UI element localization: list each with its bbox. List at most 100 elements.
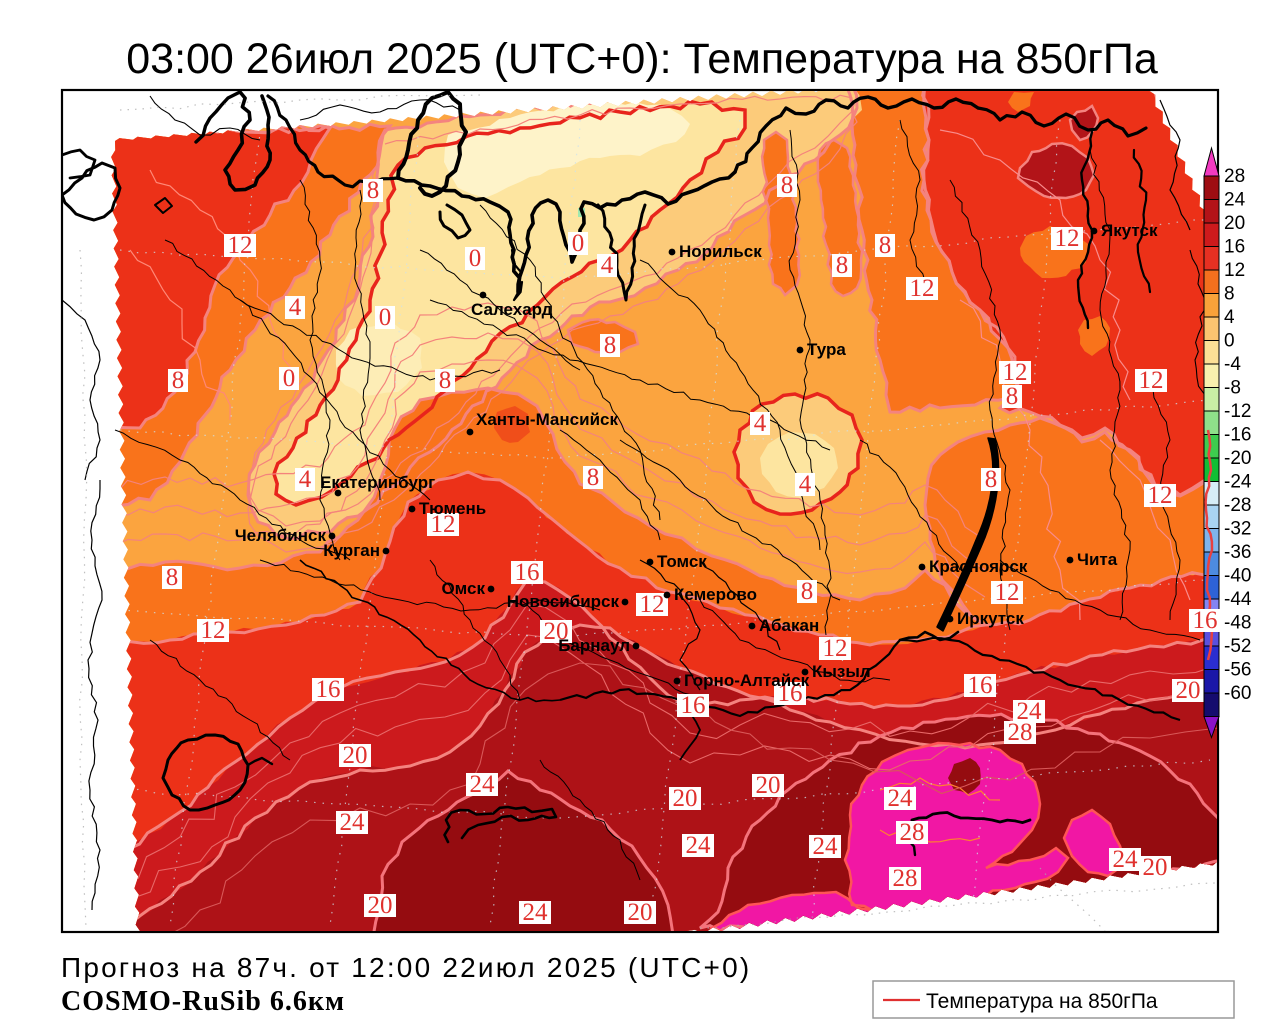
svg-text:8: 8 xyxy=(1224,284,1235,305)
svg-text:16: 16 xyxy=(778,680,803,707)
svg-text:16: 16 xyxy=(681,692,706,719)
svg-text:-20: -20 xyxy=(1224,448,1251,469)
svg-text:-36: -36 xyxy=(1224,542,1251,563)
svg-text:8: 8 xyxy=(439,367,452,394)
svg-text:8: 8 xyxy=(879,232,892,259)
svg-text:Курган: Курган xyxy=(323,541,380,560)
svg-text:Горно-Алтайск: Горно-Алтайск xyxy=(684,671,810,690)
svg-text:-52: -52 xyxy=(1224,636,1251,657)
svg-text:4: 4 xyxy=(754,410,767,437)
svg-text:12: 12 xyxy=(1148,482,1173,509)
svg-text:-16: -16 xyxy=(1224,425,1251,446)
svg-text:0: 0 xyxy=(1224,331,1235,352)
svg-text:24: 24 xyxy=(888,785,914,812)
svg-text:24: 24 xyxy=(1113,846,1139,873)
svg-text:16: 16 xyxy=(515,559,540,586)
svg-text:Кемерово: Кемерово xyxy=(674,585,757,604)
svg-text:-40: -40 xyxy=(1224,566,1251,587)
svg-text:Прогноз на 87ч. от 12:00 22июл: Прогноз на 87ч. от 12:00 22июл 2025 (UTC… xyxy=(61,952,751,983)
svg-text:03:00 26июл 2025 (UTC+0): Темп: 03:00 26июл 2025 (UTC+0): Температура на… xyxy=(126,35,1158,83)
svg-text:24: 24 xyxy=(813,833,839,860)
svg-text:4: 4 xyxy=(799,471,812,498)
svg-text:20: 20 xyxy=(673,785,698,812)
svg-text:Томск: Томск xyxy=(657,552,707,571)
svg-text:-56: -56 xyxy=(1224,660,1251,681)
svg-text:8: 8 xyxy=(587,464,600,491)
svg-text:8: 8 xyxy=(166,564,179,591)
svg-text:12: 12 xyxy=(1224,260,1245,281)
svg-text:Омск: Омск xyxy=(441,579,485,598)
svg-text:Кызыл: Кызыл xyxy=(812,662,871,681)
svg-text:-60: -60 xyxy=(1224,683,1251,704)
svg-text:16: 16 xyxy=(316,676,341,703)
svg-text:12: 12 xyxy=(431,511,456,538)
svg-text:-8: -8 xyxy=(1224,378,1241,399)
svg-text:20: 20 xyxy=(628,899,653,926)
svg-text:24: 24 xyxy=(340,809,366,836)
svg-text:Абакан: Абакан xyxy=(759,616,819,635)
svg-text:Челябинск: Челябинск xyxy=(235,526,327,545)
svg-text:24: 24 xyxy=(686,832,712,859)
svg-text:Новосибирск: Новосибирск xyxy=(507,592,620,611)
svg-text:24: 24 xyxy=(1224,190,1246,211)
svg-text:Ханты-Мансийск: Ханты-Мансийск xyxy=(476,410,618,429)
svg-text:16: 16 xyxy=(1224,237,1245,258)
svg-text:24: 24 xyxy=(1017,698,1043,725)
svg-text:COSMO-RuSib 6.6км: COSMO-RuSib 6.6км xyxy=(61,986,345,1017)
svg-text:12: 12 xyxy=(640,591,665,618)
svg-text:20: 20 xyxy=(1143,854,1168,881)
svg-text:8: 8 xyxy=(836,252,849,279)
svg-text:Иркутск: Иркутск xyxy=(957,609,1024,628)
svg-text:12: 12 xyxy=(228,232,253,259)
svg-text:0: 0 xyxy=(283,365,296,392)
svg-text:-24: -24 xyxy=(1224,472,1252,493)
svg-text:8: 8 xyxy=(801,578,814,605)
svg-text:0: 0 xyxy=(469,245,482,272)
svg-text:Якутск: Якутск xyxy=(1101,221,1158,240)
svg-text:12: 12 xyxy=(1003,359,1028,386)
svg-text:4: 4 xyxy=(289,294,302,321)
svg-text:-44: -44 xyxy=(1224,589,1252,610)
svg-text:12: 12 xyxy=(823,635,848,662)
svg-text:8: 8 xyxy=(1006,383,1019,410)
svg-text:-28: -28 xyxy=(1224,495,1251,516)
svg-text:-32: -32 xyxy=(1224,519,1251,540)
svg-text:8: 8 xyxy=(985,466,998,493)
svg-text:20: 20 xyxy=(544,618,569,645)
svg-text:20: 20 xyxy=(1176,677,1201,704)
svg-text:0: 0 xyxy=(572,230,585,257)
svg-text:4: 4 xyxy=(1224,307,1235,328)
svg-text:Салехард: Салехард xyxy=(471,300,553,319)
svg-text:12: 12 xyxy=(995,579,1020,606)
svg-text:28: 28 xyxy=(1008,719,1033,746)
svg-text:20: 20 xyxy=(756,772,781,799)
svg-text:Норильск: Норильск xyxy=(679,242,762,261)
svg-text:Чита: Чита xyxy=(1077,550,1118,569)
svg-text:24: 24 xyxy=(470,771,496,798)
svg-text:8: 8 xyxy=(604,332,617,359)
svg-text:-48: -48 xyxy=(1224,613,1251,634)
svg-text:16: 16 xyxy=(968,672,993,699)
svg-text:-4: -4 xyxy=(1224,354,1241,375)
svg-text:4: 4 xyxy=(601,252,614,279)
svg-text:20: 20 xyxy=(368,892,393,919)
svg-text:4: 4 xyxy=(299,466,312,493)
svg-text:28: 28 xyxy=(1224,166,1245,187)
svg-text:8: 8 xyxy=(781,172,794,199)
svg-text:28: 28 xyxy=(900,819,925,846)
svg-text:0: 0 xyxy=(379,304,392,331)
svg-text:24: 24 xyxy=(523,899,549,926)
svg-text:12: 12 xyxy=(201,617,226,644)
svg-text:8: 8 xyxy=(367,177,380,204)
svg-text:-12: -12 xyxy=(1224,401,1251,422)
svg-text:12: 12 xyxy=(910,275,935,302)
svg-text:Тура: Тура xyxy=(807,340,846,359)
svg-text:12: 12 xyxy=(1139,367,1164,394)
svg-text:28: 28 xyxy=(893,865,918,892)
svg-text:Красноярск: Красноярск xyxy=(929,557,1028,576)
svg-text:Тюмень: Тюмень xyxy=(419,499,486,518)
svg-text:8: 8 xyxy=(172,367,185,394)
svg-text:20: 20 xyxy=(343,742,368,769)
svg-text:Температура на 850гПа: Температура на 850гПа xyxy=(926,990,1158,1013)
svg-text:Барнаул: Барнаул xyxy=(558,636,630,655)
